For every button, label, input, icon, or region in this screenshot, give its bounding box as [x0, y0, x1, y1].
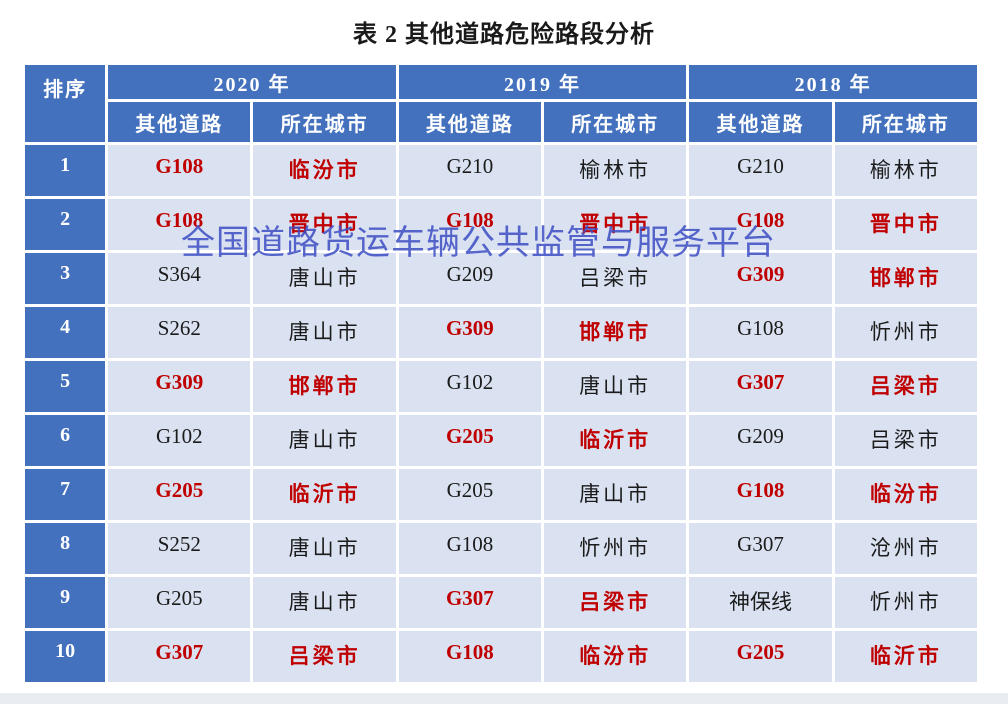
road-cell: G102: [108, 415, 251, 466]
road-cell: G307: [689, 361, 832, 412]
city-cell: 临汾市: [544, 631, 687, 682]
rank-cell: 10: [25, 631, 106, 682]
table-row: 5 G309 邯郸市 G102 唐山市 G307 吕梁市: [25, 361, 977, 412]
city-cell: 临沂市: [834, 631, 977, 682]
city-cell: 唐山市: [253, 523, 396, 574]
road-cell: G210: [689, 145, 832, 196]
city-cell: 临沂市: [253, 469, 396, 520]
road-cell: G307: [689, 523, 832, 574]
rank-cell: 5: [25, 361, 106, 412]
city-cell: 临汾市: [253, 145, 396, 196]
rank-cell: 8: [25, 523, 106, 574]
year-header-row: 排序 2020 年 2019 年 2018 年: [25, 65, 977, 142]
city-cell: 吕梁市: [544, 253, 687, 304]
road-cell: G108: [689, 307, 832, 358]
road-cell: G309: [398, 307, 542, 358]
table-row: 8 S252 唐山市 G108 忻州市 G307 沧州市: [25, 523, 977, 574]
road-cell: G108: [398, 631, 542, 682]
table-row: 7 G205 临沂市 G205 唐山市 G108 临汾市: [25, 469, 977, 520]
table-row: 4 S262 唐山市 G309 邯郸市 G108 忻州市: [25, 307, 977, 358]
road-cell: G108: [108, 199, 251, 250]
year-header-2020: 2020 年: [108, 65, 396, 99]
road-cell: G102: [398, 361, 542, 412]
road-cell: S262: [108, 307, 251, 358]
city-cell: 唐山市: [544, 469, 687, 520]
road-cell: G108: [689, 199, 832, 250]
table-body: 1 G108 临汾市 G210 榆林市 G210 榆林市 2 G108 晋中市 G108 晋中市 G10…: [25, 145, 977, 682]
road-cell: G205: [398, 469, 542, 520]
road-cell: G108: [689, 469, 832, 520]
road-cell: G205: [689, 631, 832, 682]
road-cell: G108: [108, 145, 251, 196]
city-cell: 临汾市: [834, 469, 977, 520]
city-cell: 忻州市: [544, 523, 687, 574]
subcol-2018-road: 其他道路: [689, 102, 832, 142]
road-cell: 神保线: [689, 577, 832, 628]
subcol-2020-city: 所在城市: [253, 102, 396, 142]
subcol-header-row: 其他道路 所在城市 其他道路 所在城市 其他道路 所在城市: [25, 102, 977, 142]
subcol-2019-road: 其他道路: [398, 102, 542, 142]
city-cell: 邯郸市: [544, 307, 687, 358]
city-cell: 唐山市: [253, 577, 396, 628]
rank-cell: 3: [25, 253, 106, 304]
rank-cell: 4: [25, 307, 106, 358]
road-cell: G205: [108, 469, 251, 520]
rank-cell: 1: [25, 145, 106, 196]
danger-road-table: 排序 2020 年 2019 年 2018 年 其他道路 所在城市 其他道路 所…: [22, 62, 980, 685]
city-cell: 吕梁市: [834, 415, 977, 466]
road-cell: G209: [398, 253, 542, 304]
rank-cell: 7: [25, 469, 106, 520]
subcol-2020-road: 其他道路: [108, 102, 251, 142]
city-cell: 晋中市: [544, 199, 687, 250]
city-cell: 邯郸市: [834, 253, 977, 304]
city-cell: 晋中市: [253, 199, 396, 250]
city-cell: 唐山市: [544, 361, 687, 412]
city-cell: 忻州市: [834, 307, 977, 358]
subcol-2019-city: 所在城市: [544, 102, 687, 142]
city-cell: 榆林市: [544, 145, 687, 196]
road-cell: G108: [398, 523, 542, 574]
city-cell: 邯郸市: [253, 361, 396, 412]
city-cell: 唐山市: [253, 307, 396, 358]
road-cell: G307: [108, 631, 251, 682]
rank-cell: 2: [25, 199, 106, 250]
road-cell: S364: [108, 253, 251, 304]
road-cell: S252: [108, 523, 251, 574]
table-header: 排序 2020 年 2019 年 2018 年 其他道路 所在城市 其他道路 所…: [25, 65, 977, 142]
road-cell: G205: [398, 415, 542, 466]
city-cell: 吕梁市: [834, 361, 977, 412]
city-cell: 吕梁市: [253, 631, 396, 682]
table-row: 2 G108 晋中市 G108 晋中市 G108 晋中市: [25, 199, 977, 250]
rank-cell: 9: [25, 577, 106, 628]
city-cell: 吕梁市: [544, 577, 687, 628]
table-row: 6 G102 唐山市 G205 临沂市 G209 吕梁市: [25, 415, 977, 466]
subcol-2018-city: 所在城市: [834, 102, 977, 142]
city-cell: 沧州市: [834, 523, 977, 574]
city-cell: 榆林市: [834, 145, 977, 196]
city-cell: 忻州市: [834, 577, 977, 628]
bottom-gray-bar: [0, 693, 1008, 704]
city-cell: 晋中市: [834, 199, 977, 250]
road-cell: G108: [398, 199, 542, 250]
year-header-2019: 2019 年: [398, 65, 687, 99]
road-cell: G210: [398, 145, 542, 196]
city-cell: 临沂市: [544, 415, 687, 466]
road-cell: G309: [108, 361, 251, 412]
road-cell: G205: [108, 577, 251, 628]
city-cell: 唐山市: [253, 253, 396, 304]
table-row: 10 G307 吕梁市 G108 临汾市 G205 临沂市: [25, 631, 977, 682]
table-title: 表 2 其他道路危险路段分析: [353, 22, 655, 48]
rank-header: 排序: [25, 65, 106, 142]
road-cell: G307: [398, 577, 542, 628]
table-row: 3 S364 唐山市 G209 吕梁市 G309 邯郸市: [25, 253, 977, 304]
road-cell: G209: [689, 415, 832, 466]
rank-cell: 6: [25, 415, 106, 466]
table-row: 9 G205 唐山市 G307 吕梁市 神保线 忻州市: [25, 577, 977, 628]
year-header-2018: 2018 年: [689, 65, 977, 99]
city-cell: 唐山市: [253, 415, 396, 466]
road-cell: G309: [689, 253, 832, 304]
table-row: 1 G108 临汾市 G210 榆林市 G210 榆林市: [25, 145, 977, 196]
